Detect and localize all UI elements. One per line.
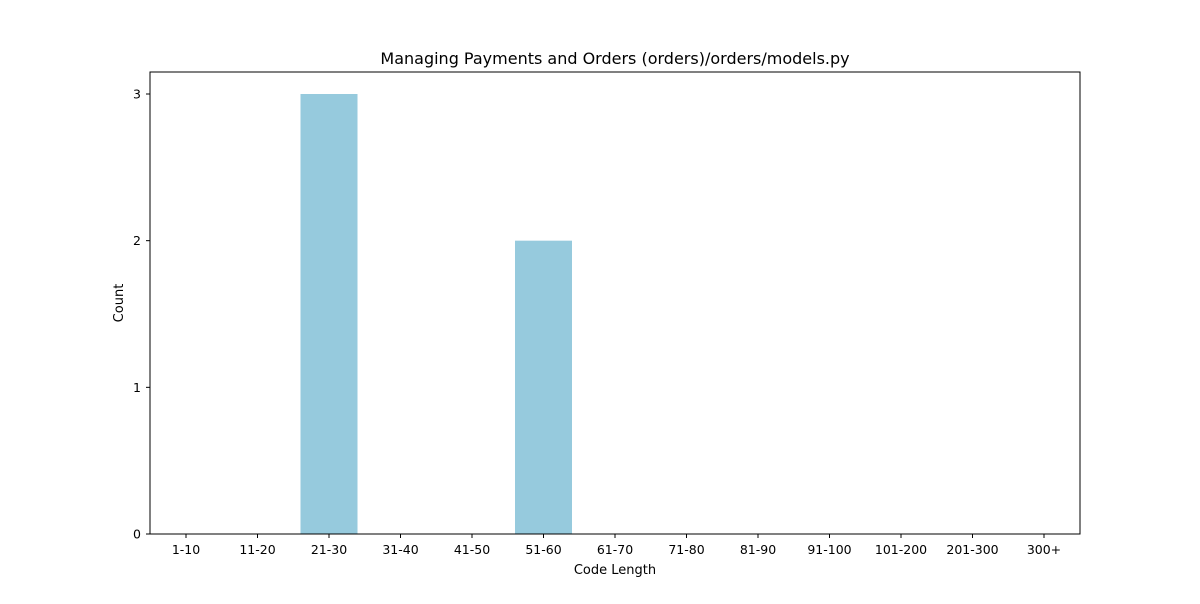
plot-frame <box>149 71 1081 535</box>
y-tick-label: 2 <box>133 233 141 248</box>
x-tick-label: 300+ <box>1027 542 1061 557</box>
y-axis-ticks: 0 1 2 3 <box>133 87 150 542</box>
x-tick-label: 41-50 <box>454 542 490 557</box>
x-tick-label: 31-40 <box>382 542 418 557</box>
chart-title: Managing Payments and Orders (orders)/or… <box>380 49 849 68</box>
x-tick-label: 11-20 <box>239 542 275 557</box>
x-tick-label: 101-200 <box>875 542 927 557</box>
x-axis-ticks: 1-10 11-20 21-30 31-40 41-50 51-60 61-70 71-80 8… <box>172 534 1061 557</box>
bar-21-30 <box>300 94 358 534</box>
x-tick-label: 51-60 <box>525 542 561 557</box>
x-tick-label: 71-80 <box>668 542 704 557</box>
x-tick-label: 201-300 <box>946 542 998 557</box>
x-tick-label: 1-10 <box>172 542 200 557</box>
x-axis-label: Code Length <box>574 563 656 578</box>
bars-layer <box>300 94 572 534</box>
bar-51-60 <box>515 240 572 534</box>
y-tick-label: 0 <box>133 527 141 542</box>
x-tick-label: 21-30 <box>311 542 347 557</box>
x-tick-label: 91-100 <box>807 542 851 557</box>
y-axis-label: Count <box>112 284 127 323</box>
y-tick-label: 1 <box>133 380 141 395</box>
x-tick-label: 81-90 <box>740 542 776 557</box>
x-tick-label: 61-70 <box>597 542 633 557</box>
y-tick-label: 3 <box>133 87 141 102</box>
